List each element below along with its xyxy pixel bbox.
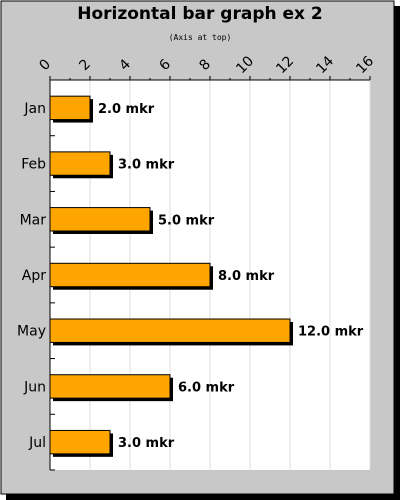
- category-tick-label: Mar: [20, 212, 47, 228]
- bar-value-label: 5.0 mkr: [158, 213, 215, 228]
- bar: [49, 318, 291, 343]
- bar: [49, 429, 111, 455]
- bar: [49, 207, 151, 232]
- chart-title: Horizontal bar graph ex 2: [77, 4, 323, 24]
- bar-value-label: 2.0 mkr: [98, 102, 155, 117]
- category-tick-label: Apr: [22, 268, 46, 284]
- category-tick-label: Feb: [21, 157, 46, 173]
- bar-value-label: 3.0 mkr: [118, 158, 175, 173]
- bar: [49, 151, 111, 176]
- bar-value-label: 6.0 mkr: [178, 380, 235, 395]
- bar-value-label: 8.0 mkr: [218, 269, 275, 284]
- bars: 2.0 mkr 3.0 mkr 5.0 mkr 8.0 mkr 12.0 mkr 6.0 …: [49, 95, 364, 457]
- category-tick-label: Jul: [28, 435, 46, 451]
- bar: [49, 262, 211, 288]
- bar: [49, 374, 171, 399]
- bar-value-label: 12.0 mkr: [298, 325, 364, 340]
- chart-subtitle: (Axis at top): [169, 33, 232, 42]
- bar-value-label: 3.0 mkr: [118, 436, 175, 451]
- bar: [49, 95, 91, 121]
- category-tick-label: Jun: [23, 379, 46, 395]
- category-tick-label: May: [17, 324, 46, 340]
- category-tick-label: Jan: [23, 101, 46, 117]
